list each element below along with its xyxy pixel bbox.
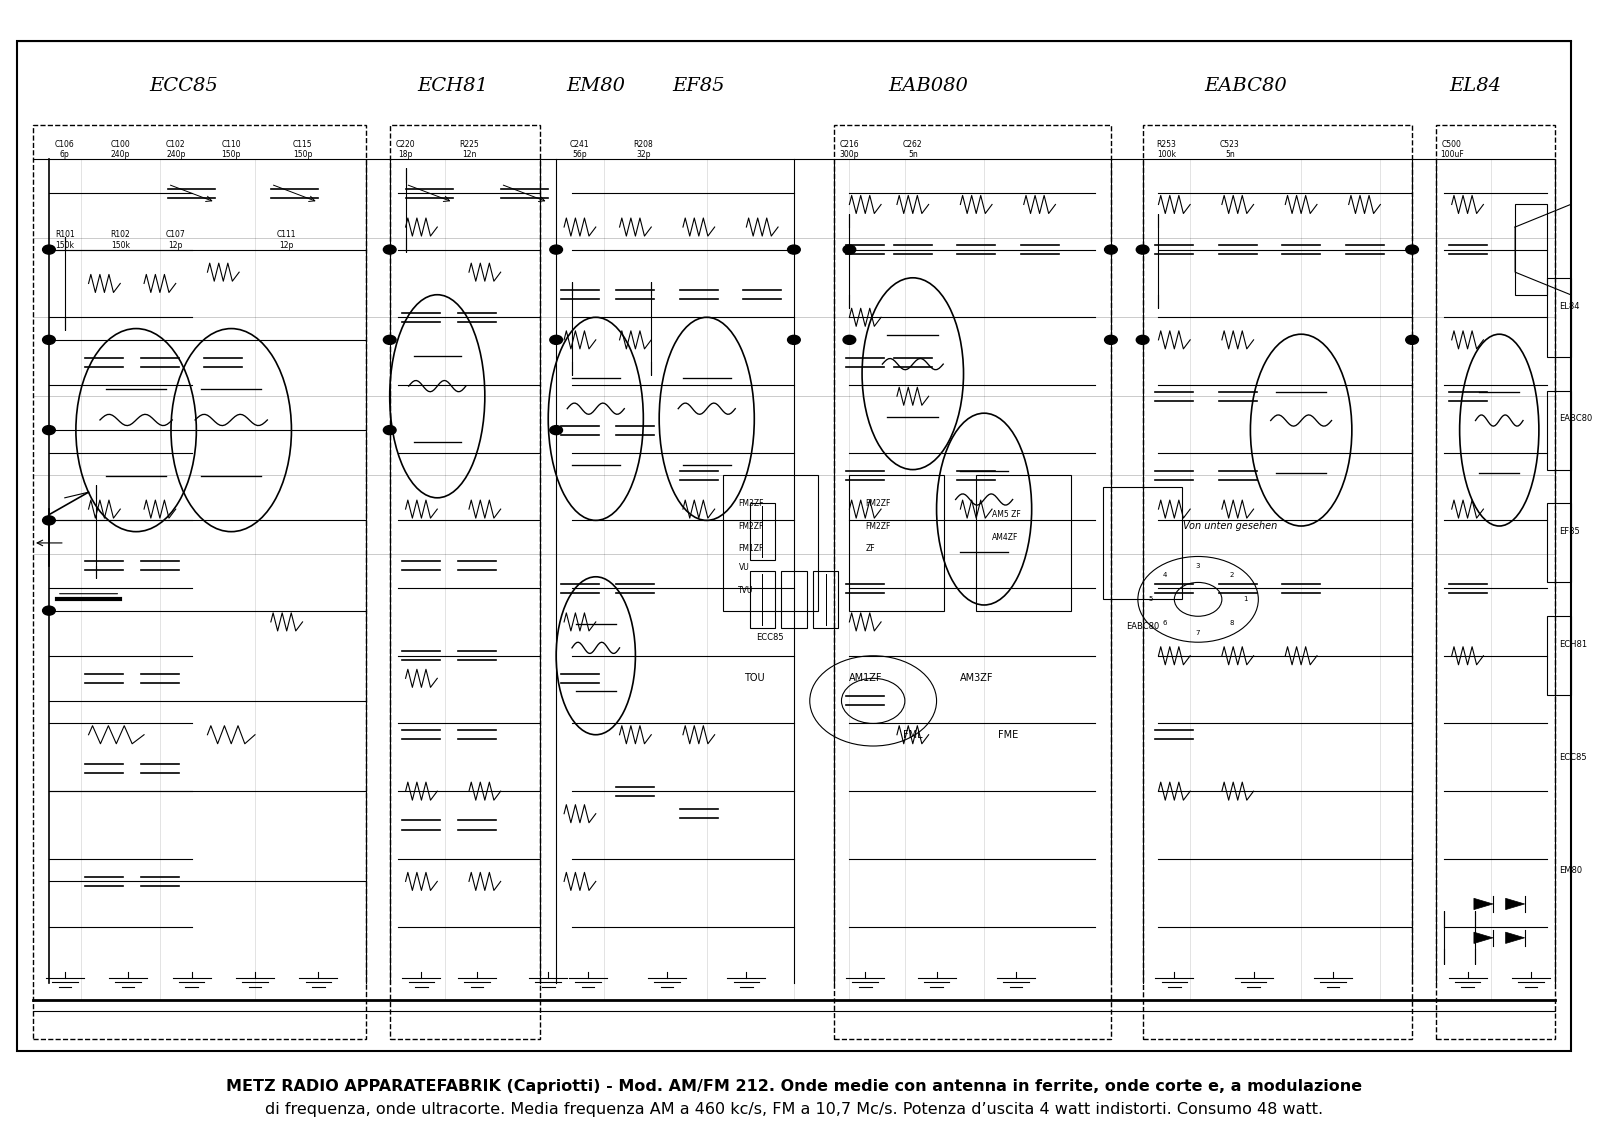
- Bar: [749, 503, 774, 560]
- Text: EAB080: EAB080: [888, 77, 968, 95]
- Text: ECH81: ECH81: [418, 77, 488, 95]
- Bar: [18, 41, 1571, 1051]
- Circle shape: [843, 336, 856, 344]
- Text: C106
6p: C106 6p: [54, 140, 75, 159]
- Polygon shape: [1506, 932, 1525, 943]
- Text: ECC85: ECC85: [149, 77, 218, 95]
- Text: C220
18p: C220 18p: [395, 140, 416, 159]
- Text: FME: FME: [998, 729, 1018, 740]
- Text: METZ RADIO APPARATEFABRIK (Capriotti) - Mod. AM/FM 212. Onde medie con antenna i: METZ RADIO APPARATEFABRIK (Capriotti) - …: [226, 1079, 1362, 1094]
- Text: FM2ZF: FM2ZF: [739, 521, 763, 530]
- Bar: [1547, 278, 1571, 356]
- Text: C111
12p: C111 12p: [277, 231, 296, 250]
- Circle shape: [1406, 336, 1419, 344]
- Text: FM1ZF: FM1ZF: [739, 544, 763, 553]
- Text: 3: 3: [1195, 562, 1200, 569]
- Text: EABC80: EABC80: [1205, 77, 1286, 95]
- Text: C500
100uF: C500 100uF: [1440, 140, 1464, 159]
- Bar: [1547, 390, 1571, 469]
- Text: C107
12p: C107 12p: [166, 231, 186, 250]
- Text: EL84: EL84: [1560, 302, 1579, 311]
- Bar: [749, 571, 774, 628]
- Text: 5: 5: [1149, 596, 1152, 603]
- Circle shape: [1406, 245, 1419, 254]
- Text: VU: VU: [739, 563, 749, 572]
- Text: TOU: TOU: [744, 673, 765, 683]
- Bar: [781, 571, 806, 628]
- Circle shape: [550, 425, 563, 434]
- Text: EABC80: EABC80: [1126, 622, 1160, 631]
- Text: EABC80: EABC80: [1560, 414, 1592, 423]
- Bar: [723, 475, 818, 611]
- Circle shape: [384, 245, 397, 254]
- Circle shape: [550, 336, 563, 344]
- Text: C110
150p: C110 150p: [221, 140, 242, 159]
- Bar: [976, 475, 1072, 611]
- Text: AM5 ZF: AM5 ZF: [992, 510, 1021, 519]
- Text: 2: 2: [1229, 572, 1234, 578]
- Text: C241
56p: C241 56p: [570, 140, 590, 159]
- Circle shape: [43, 516, 56, 525]
- Circle shape: [550, 245, 563, 254]
- Polygon shape: [1474, 932, 1493, 943]
- Circle shape: [1104, 245, 1117, 254]
- Circle shape: [384, 336, 397, 344]
- Circle shape: [1136, 245, 1149, 254]
- Text: C115
150p: C115 150p: [293, 140, 312, 159]
- Text: ECC85: ECC85: [757, 633, 784, 642]
- Text: AM3ZF: AM3ZF: [960, 673, 994, 683]
- Text: C216
300p: C216 300p: [840, 140, 859, 159]
- Text: R225
12n: R225 12n: [459, 140, 478, 159]
- Text: 8: 8: [1229, 620, 1234, 627]
- Text: EM80: EM80: [1560, 865, 1582, 874]
- Circle shape: [1104, 336, 1117, 344]
- Text: R208
32p: R208 32p: [634, 140, 653, 159]
- Text: EF85: EF85: [1560, 527, 1581, 536]
- Bar: [1515, 205, 1547, 295]
- Bar: [850, 475, 944, 611]
- Text: FM2ZF: FM2ZF: [866, 521, 891, 530]
- Text: C100
240p: C100 240p: [110, 140, 130, 159]
- Circle shape: [843, 245, 856, 254]
- Text: ECH81: ECH81: [1560, 640, 1587, 649]
- Text: C102
240p: C102 240p: [166, 140, 186, 159]
- Bar: [1547, 503, 1571, 582]
- Polygon shape: [1506, 898, 1525, 909]
- Bar: [1102, 486, 1182, 599]
- Text: EM80: EM80: [566, 77, 626, 95]
- Circle shape: [43, 606, 56, 615]
- Circle shape: [43, 245, 56, 254]
- Text: 6: 6: [1162, 620, 1166, 627]
- Text: Von unten gesehen: Von unten gesehen: [1182, 521, 1277, 532]
- Text: R102
150k: R102 150k: [110, 231, 130, 250]
- Text: 4: 4: [1162, 572, 1166, 578]
- Text: EL84: EL84: [1450, 77, 1501, 95]
- Text: EF85: EF85: [672, 77, 725, 95]
- Circle shape: [43, 336, 56, 344]
- Text: di frequenza, onde ultracorte. Media frequenza AM a 460 kc/s, FM a 10,7 Mc/s. Po: di frequenza, onde ultracorte. Media fre…: [266, 1102, 1323, 1116]
- Text: ECC85: ECC85: [1560, 753, 1587, 762]
- Text: TVU: TVU: [739, 586, 754, 595]
- Circle shape: [384, 425, 397, 434]
- Text: 7: 7: [1195, 630, 1200, 637]
- Text: 1: 1: [1243, 596, 1248, 603]
- Text: R253
100k: R253 100k: [1157, 140, 1176, 159]
- Circle shape: [787, 336, 800, 344]
- Bar: [813, 571, 838, 628]
- Text: AM4ZF: AM4ZF: [992, 533, 1019, 542]
- Circle shape: [43, 425, 56, 434]
- Text: FM3ZF: FM3ZF: [739, 499, 763, 508]
- Text: ZF: ZF: [866, 544, 875, 553]
- Text: AM1ZF: AM1ZF: [848, 673, 882, 683]
- Circle shape: [787, 245, 800, 254]
- Text: C262
5n: C262 5n: [902, 140, 923, 159]
- Text: R101
150k: R101 150k: [54, 231, 75, 250]
- Text: FML: FML: [902, 729, 923, 740]
- Circle shape: [1136, 336, 1149, 344]
- Text: C523
5n: C523 5n: [1219, 140, 1240, 159]
- Polygon shape: [1474, 898, 1493, 909]
- Text: FM2ZF: FM2ZF: [866, 499, 891, 508]
- Bar: [1547, 616, 1571, 696]
